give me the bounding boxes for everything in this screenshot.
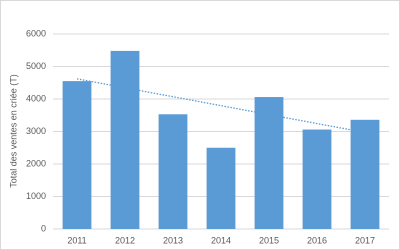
y-tick-label: 2000 [26, 158, 46, 168]
y-axis-label: Total des ventes en criée (T) [8, 74, 18, 188]
bar [206, 147, 236, 229]
y-tick-label: 0 [41, 223, 46, 233]
x-tick-label: 2015 [259, 235, 279, 245]
bar [62, 81, 92, 229]
bar [302, 129, 332, 229]
x-tick-label: 2016 [307, 235, 327, 245]
y-tick-label: 6000 [26, 28, 46, 38]
bar [350, 119, 380, 229]
bar [254, 97, 284, 229]
x-tick-label: 2011 [67, 235, 86, 245]
x-tick-label: 2012 [115, 235, 135, 245]
y-tick-label: 4000 [26, 93, 46, 103]
bar [158, 114, 188, 229]
y-tick-label: 5000 [26, 61, 46, 71]
x-tick-label: 2014 [211, 235, 231, 245]
x-tick-label: 2017 [355, 235, 375, 245]
bar [110, 50, 140, 230]
y-tick-label: 1000 [26, 191, 46, 201]
trendline [76, 78, 366, 134]
x-tick-label: 2013 [163, 235, 183, 245]
y-tick-label: 3000 [26, 126, 46, 136]
